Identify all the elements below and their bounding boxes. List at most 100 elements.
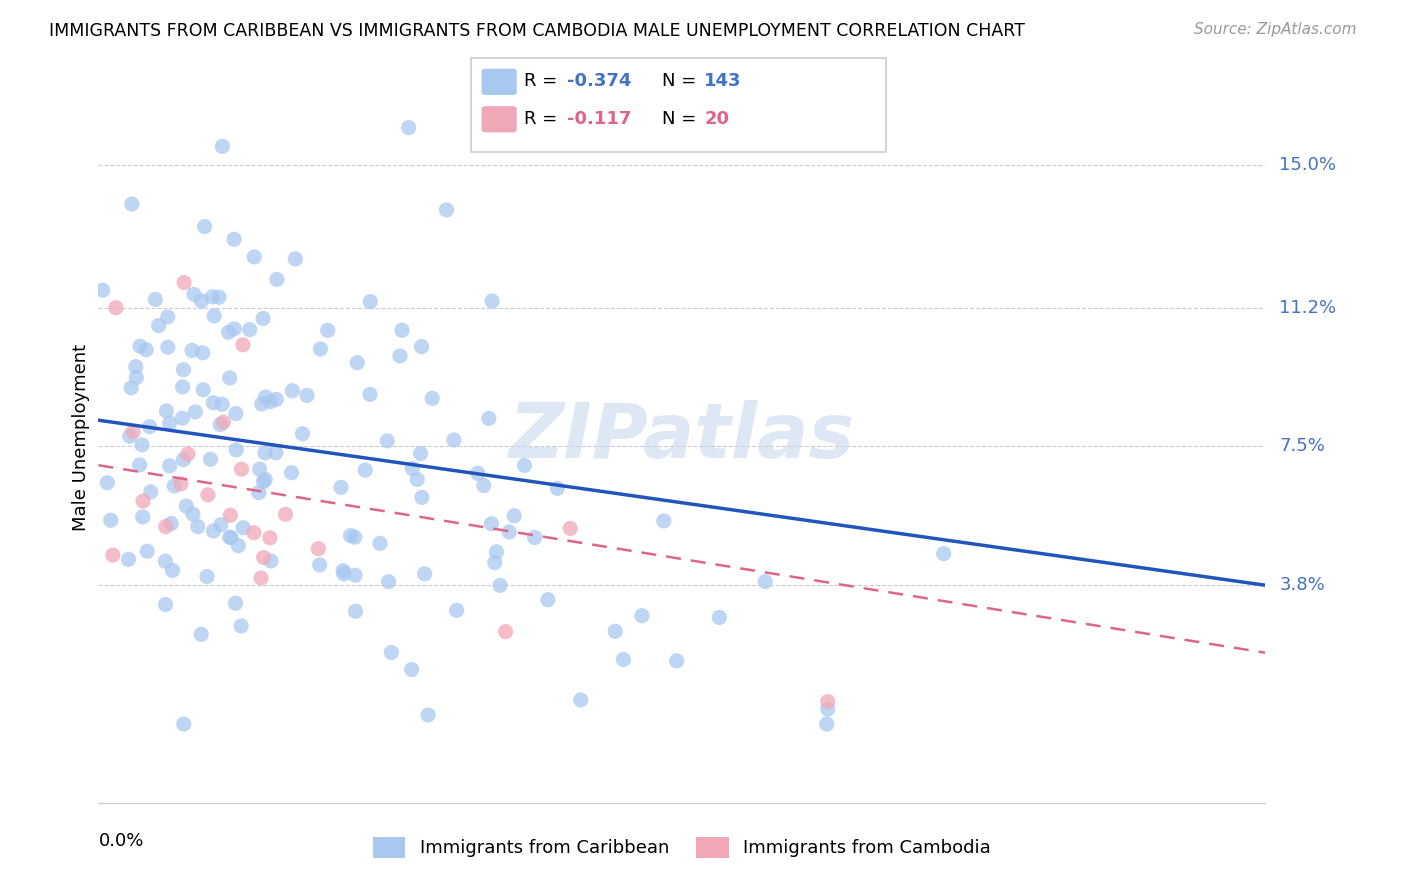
Point <box>131 438 153 452</box>
Point <box>274 508 297 522</box>
Point <box>401 663 423 677</box>
Point <box>174 499 197 513</box>
Point <box>231 462 253 476</box>
Point <box>264 445 287 459</box>
Point <box>170 476 193 491</box>
Point <box>191 346 214 360</box>
Point <box>815 717 838 731</box>
Point <box>411 340 433 354</box>
Text: -0.374: -0.374 <box>567 72 631 90</box>
Point <box>652 514 675 528</box>
Point <box>91 283 114 297</box>
Point <box>197 488 219 502</box>
Point <box>117 552 139 566</box>
Point <box>173 717 195 731</box>
Point <box>118 429 141 443</box>
Point <box>481 293 503 308</box>
Point <box>159 458 181 473</box>
Point <box>259 394 281 409</box>
Point <box>308 558 330 572</box>
Point <box>332 564 354 578</box>
Point <box>420 392 443 406</box>
Point <box>284 252 307 266</box>
Point <box>472 478 495 492</box>
Point <box>160 516 183 531</box>
Legend: Immigrants from Caribbean, Immigrants from Cambodia: Immigrants from Caribbean, Immigrants fr… <box>366 830 998 865</box>
Point <box>184 405 207 419</box>
Point <box>136 544 159 558</box>
Point <box>181 507 204 521</box>
Point <box>177 447 200 461</box>
Point <box>333 566 356 581</box>
Point <box>560 521 582 535</box>
Point <box>380 645 402 659</box>
Y-axis label: Male Unemployment: Male Unemployment <box>72 343 90 531</box>
Point <box>409 446 432 460</box>
Point <box>665 654 688 668</box>
Point <box>208 290 231 304</box>
Point <box>281 384 304 398</box>
Text: -0.117: -0.117 <box>567 110 631 128</box>
Point <box>193 383 215 397</box>
Point <box>101 548 124 562</box>
Point <box>172 363 194 377</box>
Point <box>817 702 839 716</box>
Point <box>368 536 391 550</box>
Point <box>132 494 155 508</box>
Point <box>605 624 627 639</box>
Point <box>253 446 276 460</box>
Point <box>330 480 353 494</box>
Point <box>443 433 465 447</box>
Point <box>239 323 262 337</box>
Point <box>162 563 184 577</box>
Point <box>202 524 225 538</box>
Point <box>291 426 314 441</box>
Point <box>181 343 204 358</box>
Point <box>569 693 592 707</box>
Point <box>754 574 776 589</box>
Point <box>247 485 270 500</box>
Point <box>156 310 179 324</box>
Point <box>354 463 377 477</box>
Point <box>495 624 517 639</box>
Point <box>316 323 339 337</box>
Point <box>139 484 162 499</box>
Point <box>202 309 225 323</box>
Point <box>218 371 240 385</box>
Point <box>129 339 152 353</box>
Point <box>228 539 250 553</box>
Point <box>252 311 274 326</box>
Text: N =: N = <box>662 110 702 128</box>
Text: 11.2%: 11.2% <box>1279 299 1337 317</box>
Point <box>232 521 254 535</box>
Point <box>122 425 145 439</box>
Point <box>148 318 170 333</box>
Point <box>391 323 413 337</box>
Point <box>309 342 332 356</box>
Point <box>194 219 217 234</box>
Point <box>344 604 367 618</box>
Point <box>503 508 526 523</box>
Point <box>523 531 546 545</box>
Point <box>266 272 288 286</box>
Point <box>307 541 329 556</box>
Text: R =: R = <box>524 110 564 128</box>
Point <box>172 411 194 425</box>
Point <box>359 294 381 309</box>
Point <box>260 554 283 568</box>
Point <box>389 349 412 363</box>
Point <box>155 519 177 533</box>
Point <box>489 578 512 592</box>
Point <box>163 479 186 493</box>
Point <box>218 530 240 544</box>
Point <box>212 415 235 429</box>
Point <box>172 452 194 467</box>
Point <box>446 603 468 617</box>
Point <box>155 598 177 612</box>
Point <box>467 467 489 481</box>
Point <box>484 556 506 570</box>
Point <box>190 627 212 641</box>
Point <box>125 359 148 374</box>
Point <box>375 434 398 448</box>
Point <box>401 461 423 475</box>
